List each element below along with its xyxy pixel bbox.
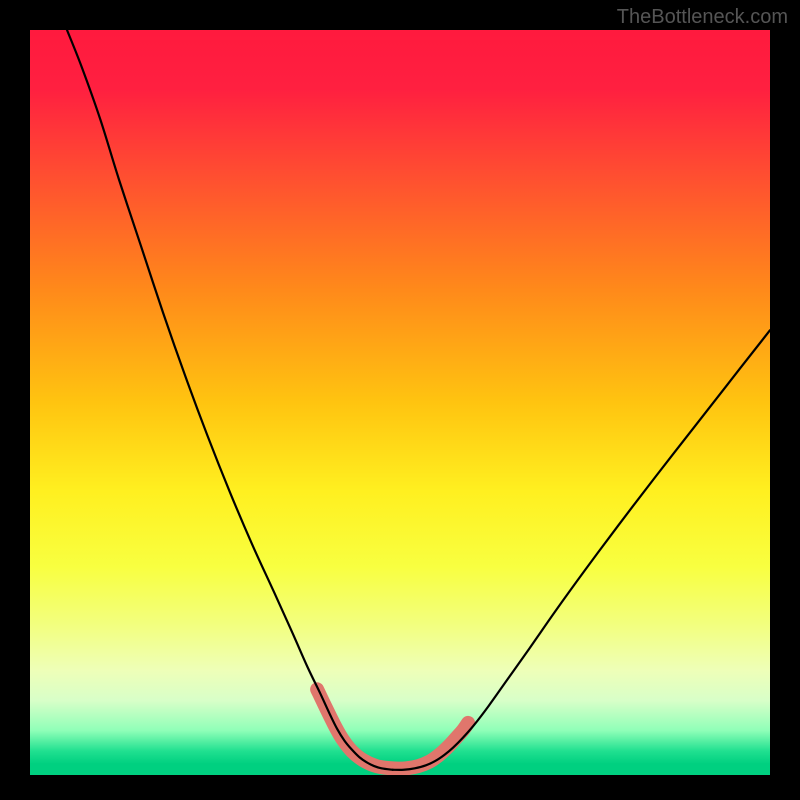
plot-area (30, 30, 770, 775)
watermark-text: TheBottleneck.com (617, 6, 788, 29)
curve-overlay (30, 30, 770, 775)
left-curve (67, 30, 393, 770)
chart-container: TheBottleneck.com (0, 0, 800, 800)
right-curve (393, 330, 770, 770)
highlight-stroke (317, 689, 468, 768)
